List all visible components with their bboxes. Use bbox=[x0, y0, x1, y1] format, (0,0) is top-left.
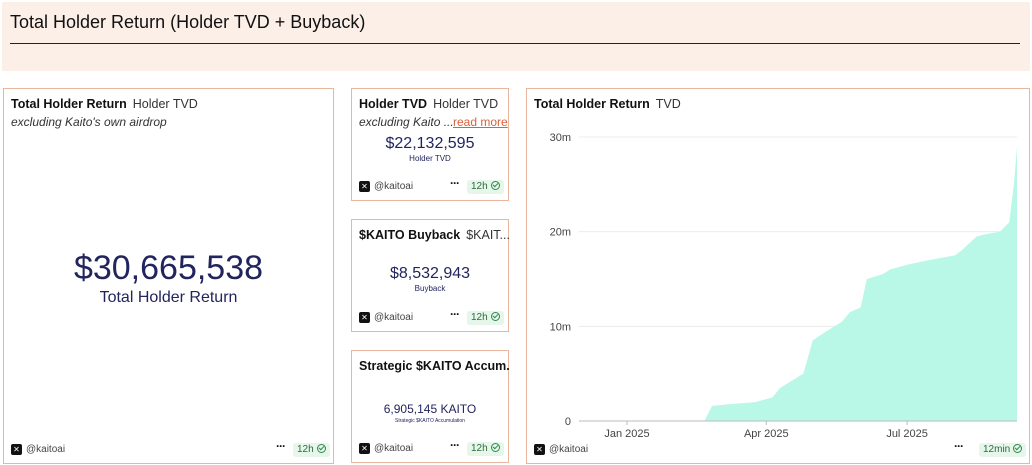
chart-legend-label: TVD bbox=[655, 97, 681, 111]
check-circle-icon bbox=[490, 181, 500, 190]
card-title: $KAITO Buyback $KAIT... bbox=[359, 228, 509, 242]
freshness-label: 12min bbox=[983, 444, 1011, 455]
card-footer: ✕ @kaitoai ··· 12min bbox=[534, 439, 1027, 457]
freshness-badge: 12h bbox=[293, 443, 330, 457]
strategic-accumulation-value: 6,905,145 KAITO bbox=[383, 402, 477, 416]
strategic-accumulation-card: Strategic $KAITO Accum... 6,905,145 KAIT… bbox=[351, 350, 509, 463]
more-options-icon[interactable]: ··· bbox=[450, 176, 460, 190]
card-subtitle: $KAIT... bbox=[466, 228, 509, 242]
total-holder-return-chart-card: Total Holder Return TVD 0 10m 20m 30m Jan 202… bbox=[526, 88, 1030, 464]
more-options-icon[interactable]: ··· bbox=[450, 438, 460, 452]
title-divider bbox=[10, 43, 1020, 44]
x-logo-icon[interactable]: ✕ bbox=[359, 312, 370, 323]
author-handle[interactable]: @kaitoai bbox=[374, 181, 414, 192]
more-options-icon[interactable]: ··· bbox=[450, 307, 460, 321]
holder-tvd-card: Holder TVD Holder TVD excluding Kaito ...… bbox=[351, 88, 509, 201]
card-title: Total Holder Return Holder TVD bbox=[11, 97, 198, 111]
card-note: excluding Kaito's own airdrop bbox=[11, 115, 167, 129]
card-subtitle: Holder TVD bbox=[433, 97, 499, 111]
more-options-icon[interactable]: ··· bbox=[276, 439, 286, 453]
buyback-caption: Buyback bbox=[414, 284, 446, 293]
y-tick-label: 30m bbox=[550, 132, 571, 144]
check-circle-icon bbox=[316, 444, 326, 453]
card-title-label: Holder TVD bbox=[359, 97, 428, 111]
author-handle[interactable]: @kaitoai bbox=[374, 443, 414, 454]
strategic-accumulation-caption: Strategic $KAITO Accumulation bbox=[395, 418, 465, 424]
x-logo-icon[interactable]: ✕ bbox=[359, 181, 370, 192]
freshness-badge: 12min bbox=[979, 443, 1027, 457]
x-tick-label: Apr 2025 bbox=[744, 428, 789, 439]
holder-tvd-caption: Holder TVD bbox=[409, 154, 451, 163]
y-tick-label: 20m bbox=[550, 227, 571, 239]
author-handle[interactable]: @kaitoai bbox=[374, 312, 414, 323]
y-tick-label: 0 bbox=[565, 416, 571, 428]
read-more-link[interactable]: read more bbox=[453, 115, 508, 129]
card-title-label: Strategic $KAITO Accum... bbox=[359, 359, 509, 373]
card-footer: ✕ @kaitoai ··· 12h bbox=[359, 307, 504, 325]
freshness-label: 12h bbox=[297, 444, 314, 455]
check-circle-icon bbox=[490, 443, 500, 452]
total-holder-return-caption: Total Holder Return bbox=[99, 289, 238, 306]
card-title: Strategic $KAITO Accum... bbox=[359, 359, 509, 373]
card-title: Total Holder Return TVD bbox=[534, 97, 681, 111]
freshness-badge: 12h bbox=[467, 180, 504, 194]
more-options-icon[interactable]: ··· bbox=[954, 439, 964, 453]
card-footer: ✕ @kaitoai ··· 12h bbox=[359, 438, 504, 456]
total-holder-return-value: $30,665,538 bbox=[73, 249, 264, 287]
card-title-label: Total Holder Return bbox=[11, 97, 127, 111]
card-title: Holder TVD Holder TVD bbox=[359, 97, 509, 111]
freshness-label: 12h bbox=[471, 181, 488, 192]
x-logo-icon[interactable]: ✕ bbox=[11, 444, 22, 455]
card-subtitle: Holder TVD bbox=[132, 97, 198, 111]
check-circle-icon bbox=[490, 312, 500, 321]
x-tick-label: Jul 2025 bbox=[886, 428, 928, 439]
card-footer: ✕ @kaitoai ··· 12h bbox=[359, 176, 504, 194]
freshness-label: 12h bbox=[471, 312, 488, 323]
author-handle[interactable]: @kaitoai bbox=[549, 444, 589, 455]
card-note: excluding Kaito ... bbox=[359, 115, 454, 129]
chart-title: Total Holder Return bbox=[534, 97, 650, 111]
header-band bbox=[2, 2, 1030, 71]
check-circle-icon bbox=[1013, 444, 1023, 453]
kaito-buyback-card: $KAITO Buyback $KAIT... $8,532,943 Buybac… bbox=[351, 219, 509, 332]
holder-tvd-value: $22,132,595 bbox=[385, 135, 475, 152]
freshness-badge: 12h bbox=[467, 442, 504, 456]
series-area-tvd bbox=[579, 146, 1017, 421]
area-chart: 0 10m 20m 30m Jan 2025 Apr 2025 Jul 2025 bbox=[550, 132, 1017, 439]
freshness-badge: 12h bbox=[467, 311, 504, 325]
freshness-label: 12h bbox=[471, 443, 488, 454]
card-title-label: $KAITO Buyback bbox=[359, 228, 461, 242]
total-holder-return-card: Total Holder Return Holder TVD excluding … bbox=[3, 88, 334, 464]
x-logo-icon[interactable]: ✕ bbox=[534, 444, 545, 455]
y-tick-label: 10m bbox=[550, 321, 571, 333]
card-footer: ✕ @kaitoai ··· 12h bbox=[11, 439, 330, 457]
x-tick-label: Jan 2025 bbox=[604, 428, 649, 439]
buyback-value: $8,532,943 bbox=[389, 265, 471, 282]
x-logo-icon[interactable]: ✕ bbox=[359, 443, 370, 454]
author-handle[interactable]: @kaitoai bbox=[26, 444, 66, 455]
page-title: Total Holder Return (Holder TVD + Buybac… bbox=[10, 12, 366, 32]
